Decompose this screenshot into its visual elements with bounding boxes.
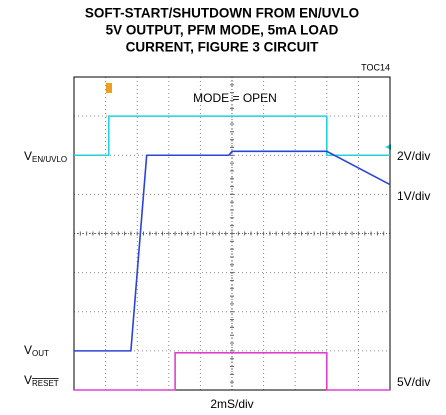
annotation: MODE = OPEN xyxy=(193,91,277,105)
trace-label: VOUT xyxy=(24,343,49,358)
trace-label-subscript: OUT xyxy=(32,349,49,358)
figure-id: TOC14 xyxy=(361,62,390,72)
trace-label-subscript: RESET xyxy=(32,379,59,388)
trace-label-name: V xyxy=(24,373,32,387)
trace-label-name: V xyxy=(24,149,32,163)
chart-title-line: CURRENT, FIGURE 3 CIRCUIT xyxy=(126,40,320,55)
trace-scale: 1V/div xyxy=(397,189,430,203)
chart-title-line: SOFT-START/SHUTDOWN FROM EN/UVLO xyxy=(85,6,359,21)
trace-label-subscript: EN/UVLO xyxy=(32,155,67,164)
x-axis-label: 2mS/div xyxy=(210,397,253,411)
trace xyxy=(74,150,391,352)
trace-scale: 5V/div xyxy=(397,375,430,389)
chart-title-line: 5V OUTPUT, PFM MODE, 5mA LOAD xyxy=(106,23,339,38)
trace-label: VRESET xyxy=(24,373,59,388)
trace xyxy=(74,352,390,391)
trace-label-name: V xyxy=(24,343,32,357)
trace-scale: 2V/div xyxy=(397,149,430,163)
trace-label: VEN/UVLO xyxy=(24,149,67,164)
plot-frame xyxy=(73,76,391,391)
trace xyxy=(74,115,390,157)
trigger-marker xyxy=(106,83,112,93)
